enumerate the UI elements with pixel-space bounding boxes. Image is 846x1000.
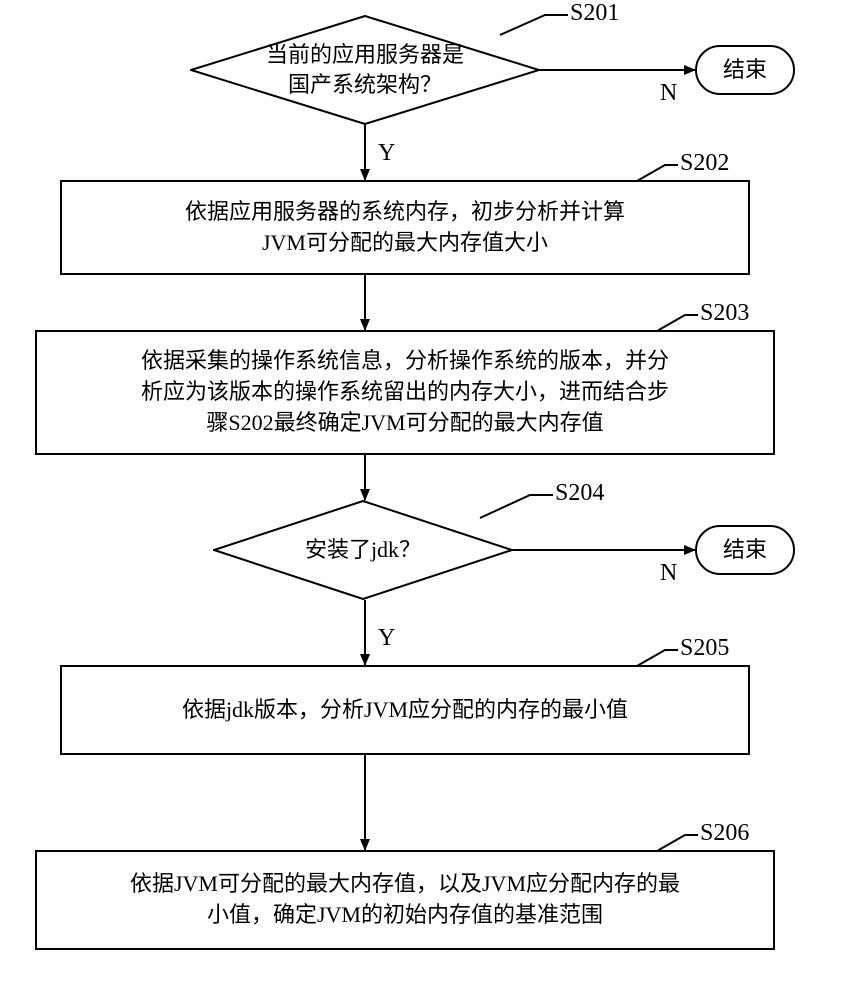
step-label-s202: S202 [680, 150, 729, 177]
edge-label-n1: N [660, 80, 677, 107]
process-r5: 依据jdk版本，分析JVM应分配的内存的最小值 [60, 665, 750, 755]
process-r3: 依据采集的操作系统信息，分析操作系统的版本，并分析应为该版本的操作系统留出的内存… [35, 330, 775, 455]
process-r2: 依据应用服务器的系统内存，初步分析并计算JVM可分配的最大内存值大小 [60, 180, 750, 275]
decision-d4: 安装了jdk？ [213, 500, 513, 600]
terminator-end1: 结束 [695, 45, 795, 95]
edge-label-n2: N [660, 560, 677, 587]
decision-d1: 当前的应用服务器是国产系统架构？ [190, 15, 540, 125]
terminator-end2: 结束 [695, 525, 795, 575]
step-label-s206: S206 [700, 820, 749, 847]
edge-label-y2: Y [378, 625, 395, 652]
step-label-s204: S204 [555, 480, 604, 507]
decision-text: 当前的应用服务器是国产系统架构？ [190, 15, 540, 125]
step-label-s201: S201 [570, 0, 619, 27]
step-label-s203: S203 [700, 300, 749, 327]
decision-text: 安装了jdk？ [213, 500, 513, 600]
process-r6: 依据JVM可分配的最大内存值，以及JVM应分配内存的最小值，确定JVM的初始内存… [35, 850, 775, 950]
edge-label-y1: Y [378, 140, 395, 167]
step-label-s205: S205 [680, 635, 729, 662]
